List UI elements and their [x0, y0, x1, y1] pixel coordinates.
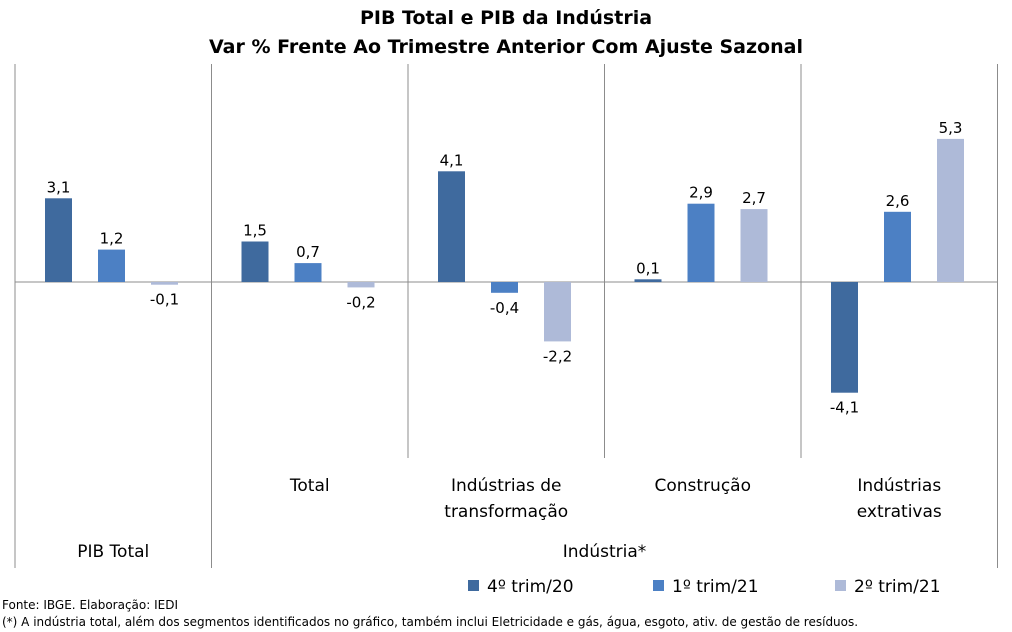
- legend-label: 1º trim/21: [672, 577, 759, 597]
- group-label: PIB Total: [77, 542, 149, 562]
- bar: [438, 171, 465, 282]
- chart-subtitle: Var % Frente Ao Trimestre Anterior Com A…: [209, 36, 803, 58]
- bar: [937, 138, 964, 282]
- bar: [241, 241, 269, 282]
- data-label: 2,7: [742, 189, 766, 207]
- data-label: 3,1: [47, 178, 71, 196]
- category-label: Indústrias: [857, 476, 941, 496]
- chart-title: PIB Total e PIB da Indústria: [360, 7, 652, 29]
- data-label: 0,1: [636, 259, 660, 277]
- bar: [687, 203, 715, 282]
- group-label: Indústria*: [563, 542, 647, 562]
- bar: [45, 198, 72, 282]
- data-label: 1,5: [243, 222, 267, 240]
- footnote: (*) A indústria total, além dos segmento…: [2, 615, 859, 629]
- legend-label: 2º trim/21: [854, 577, 941, 597]
- category-label: transformação: [444, 502, 568, 522]
- data-label: 2,6: [886, 192, 910, 210]
- bar: [491, 282, 518, 293]
- data-label: 0,7: [296, 243, 320, 261]
- data-label: 5,3: [939, 119, 963, 137]
- legend-label: 4º trim/20: [487, 577, 574, 597]
- bar: [98, 249, 125, 282]
- bar: [151, 282, 178, 285]
- data-label: -2,2: [543, 347, 572, 365]
- source-note: Fonte: IBGE. Elaboração: IEDI: [2, 598, 179, 612]
- legend-swatch: [468, 580, 479, 591]
- bar: [544, 282, 571, 342]
- bar: [347, 282, 375, 288]
- bar: [740, 209, 768, 282]
- data-label: -4,1: [830, 399, 859, 417]
- category-label: Total: [289, 476, 330, 496]
- category-label: extrativas: [857, 502, 942, 522]
- data-label: -0,4: [490, 299, 519, 317]
- data-label: 4,1: [440, 151, 464, 169]
- category-label: Construção: [655, 476, 752, 496]
- data-label: -0,2: [346, 293, 375, 311]
- category-label: Indústrias de: [451, 476, 562, 496]
- bar: [884, 211, 911, 282]
- bar: [831, 282, 858, 393]
- bar: [634, 279, 662, 282]
- data-label: -0,1: [150, 291, 179, 309]
- data-label: 2,9: [689, 184, 713, 202]
- legend-swatch: [653, 580, 664, 591]
- data-label: 1,2: [100, 230, 124, 248]
- bar: [294, 263, 322, 282]
- legend-swatch: [835, 580, 846, 591]
